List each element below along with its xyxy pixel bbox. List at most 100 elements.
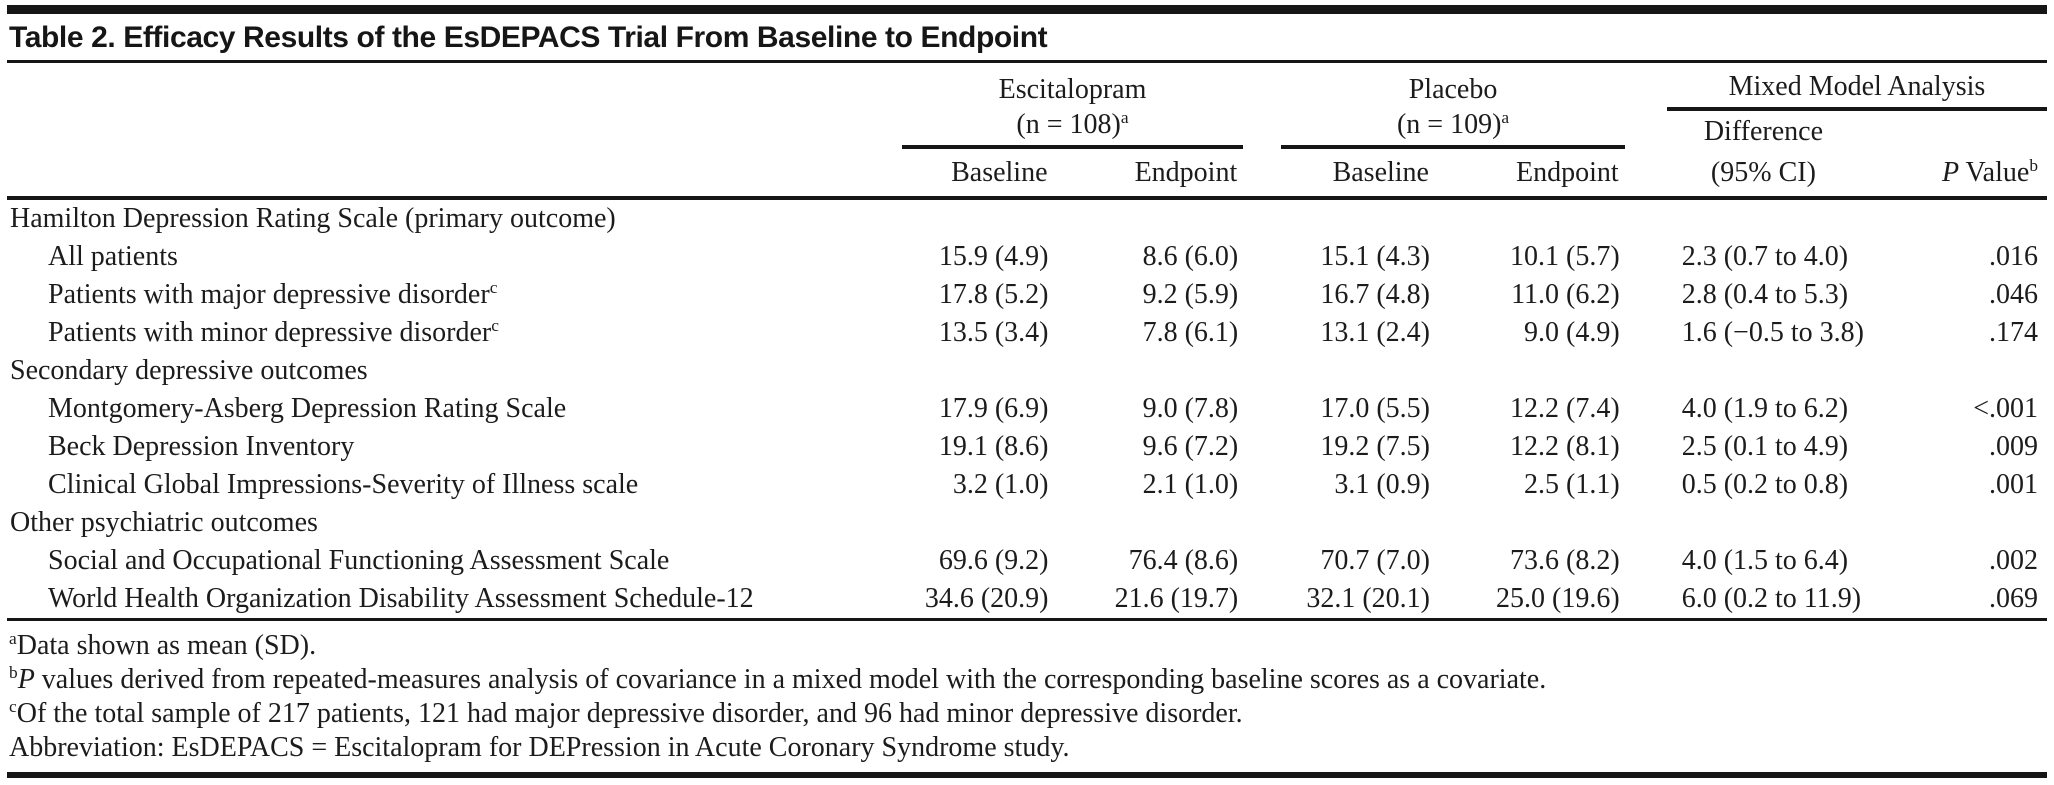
cell-escitalopram-baseline: 19.1 (8.6): [938, 431, 1049, 462]
cell-placebo-endpoint: 9.0 (4.9): [1524, 317, 1620, 348]
row-item-label: Beck Depression Inventory: [7, 428, 864, 466]
col-header-placebo-endpoint: Endpoint: [1434, 149, 1625, 200]
mixed-model-analysis-group-header: Mixed Model Analysis Difference: [1625, 63, 2047, 149]
cell-escitalopram-endpoint: 9.2 (5.9): [1142, 279, 1239, 310]
table-top-rule: [7, 5, 2047, 14]
cell-difference-95ci: 2.3 (0.7 to 4.0): [1681, 241, 1849, 272]
row-section-label: Other psychiatric outcomes: [7, 504, 864, 542]
cell-escitalopram-endpoint: 8.6 (6.0): [1142, 241, 1239, 272]
table-row: All patients 15.9 (4.9) 8.6 (6.0) 15.1 (4.3…: [7, 238, 2047, 276]
cell-p-value: .069: [1902, 580, 2047, 621]
mixed-model-analysis-title: Mixed Model Analysis: [1666, 63, 2047, 111]
footnote-marker: b: [2029, 156, 2038, 176]
cell-escitalopram-baseline: 34.6 (20.9): [863, 580, 1054, 621]
group-subtitle: (n = 108)a: [902, 107, 1243, 142]
table-row: Montgomery-Asberg Depression Rating Scal…: [7, 390, 2047, 428]
column-group-header-row: Escitalopram (n = 108)a Placebo (n = 109…: [7, 63, 2047, 149]
cell-escitalopram-baseline: 3.2 (1.0): [952, 469, 1049, 500]
col-header-escitalopram-endpoint: Endpoint: [1053, 149, 1244, 200]
footnote-text: Data shown as mean (SD).: [16, 630, 317, 661]
col-header-escitalopram-baseline: Baseline: [863, 149, 1054, 200]
cell-placebo-baseline: 16.7 (4.8): [1320, 279, 1430, 310]
table-header: Escitalopram (n = 108)a Placebo (n = 109…: [7, 63, 2047, 200]
cell-difference-95ci: 6.0 (0.2 to 11.9): [1624, 580, 1903, 621]
row-label-text: All patients: [48, 241, 178, 272]
cell-placebo-baseline: 17.0 (5.5): [1320, 393, 1430, 424]
group-n: (n = 109): [1396, 109, 1502, 140]
cell-placebo-endpoint: [1435, 352, 1625, 390]
cell-placebo-endpoint: [1435, 198, 1625, 238]
row-section-label: Hamilton Depression Rating Scale (primar…: [7, 198, 864, 238]
table-row: Secondary depressive outcomes: [7, 352, 2047, 390]
cell-placebo-baseline: 3.1 (0.9): [1334, 469, 1430, 500]
cell-placebo-endpoint: 12.2 (8.1): [1510, 431, 1620, 462]
row-item-label: Clinical Global Impressions-Severity of …: [7, 466, 864, 504]
row-label-text: Social and Occupational Functioning Asse…: [48, 545, 670, 576]
p-value-label: Value: [1959, 157, 2030, 188]
row-item-label: World Health Organization Disability Ass…: [7, 580, 864, 621]
p-italic: P: [1941, 157, 1960, 188]
footnote-marker: b: [9, 663, 18, 683]
footnote-marker: c: [9, 697, 17, 717]
row-section-label: Secondary depressive outcomes: [7, 352, 864, 390]
cell-p-value: .174: [1989, 317, 2038, 348]
cell-escitalopram-endpoint: 9.6 (7.2): [1142, 431, 1239, 462]
cell-escitalopram-endpoint: 76.4 (8.6): [1128, 545, 1239, 576]
cell-placebo-endpoint: 25.0 (19.6): [1434, 580, 1625, 621]
footnote: bP values derived from repeated-measures…: [9, 663, 2047, 697]
cell-difference-95ci: 2.8 (0.4 to 5.3): [1681, 279, 1849, 310]
group-title: Escitalopram: [998, 74, 1147, 105]
cell-placebo-endpoint: 2.5 (1.1): [1524, 469, 1620, 500]
cell-p-value: [1902, 352, 2047, 390]
cell-placebo-baseline: [1243, 504, 1435, 542]
cell-placebo-endpoint: [1435, 504, 1625, 542]
row-label-text: Montgomery-Asberg Depression Rating Scal…: [48, 393, 567, 424]
table-row: Social and Occupational Functioning Asse…: [7, 542, 2047, 580]
footnote: aData shown as mean (SD).: [9, 629, 2047, 663]
table-row: Beck Depression Inventory 19.1 (8.6) 9.6 (…: [7, 428, 2047, 466]
cell-escitalopram-baseline: [864, 352, 1054, 390]
footnote-italic-lead: P: [17, 664, 35, 695]
footnotes: aData shown as mean (SD). bP values deriv…: [7, 621, 2047, 772]
row-label-text: Patients with minor depressive disorder: [48, 317, 492, 348]
footnote-marker: a: [1120, 108, 1129, 128]
table-row: Clinical Global Impressions-Severity of …: [7, 466, 2047, 504]
row-item-label: All patients: [7, 238, 864, 276]
group-n: (n = 108): [1016, 109, 1121, 140]
cell-placebo-baseline: [1243, 352, 1435, 390]
cell-placebo-baseline: [1243, 198, 1435, 238]
cell-placebo-endpoint: 10.1 (5.7): [1510, 241, 1620, 272]
table-row: Hamilton Depression Rating Scale (primar…: [7, 198, 2047, 238]
cell-placebo-endpoint: 12.2 (7.4): [1510, 393, 1620, 424]
footnote-marker: c: [489, 278, 498, 298]
cell-difference-95ci: 4.0 (1.9 to 6.2): [1681, 393, 1849, 424]
cell-escitalopram-endpoint: [1054, 352, 1244, 390]
efficacy-results-table: Escitalopram (n = 108)a Placebo (n = 109…: [7, 63, 2047, 621]
group-title: Placebo: [1408, 74, 1498, 105]
footnote: Abbreviation: EsDEPACS = Escitalopram fo…: [9, 731, 2047, 765]
cell-escitalopram-baseline: 15.9 (4.9): [938, 241, 1049, 272]
cell-escitalopram-baseline: 17.8 (5.2): [938, 279, 1049, 310]
row-label-text: Beck Depression Inventory: [48, 431, 355, 462]
column-header-row: Baseline Endpoint Baseline Endpoint (95%…: [7, 149, 2047, 200]
cell-placebo-endpoint: 73.6 (8.2): [1510, 545, 1620, 576]
cell-p-value: .001: [1989, 469, 2038, 500]
table-row: Patients with minor depressive disorderc…: [7, 314, 2047, 352]
footnote-text: Abbreviation: EsDEPACS = Escitalopram fo…: [9, 732, 1070, 763]
table-bottom-rule: [7, 772, 2047, 778]
footnote: cOf the total sample of 217 patients, 12…: [9, 697, 2047, 731]
col-header-p-value: P Valueb: [1902, 149, 2047, 200]
cell-escitalopram-baseline: 69.6 (9.2): [938, 545, 1049, 576]
cell-escitalopram-baseline: 13.5 (3.4): [938, 317, 1049, 348]
row-label-text: World Health Organization Disability Ass…: [48, 583, 754, 614]
cell-difference-95ci: 1.6 (−0.5 to 3.8): [1681, 317, 1864, 348]
cell-escitalopram-endpoint: 7.8 (6.1): [1142, 317, 1239, 348]
empty-header-cell: [7, 149, 864, 200]
col-header-95ci: (95% CI): [1624, 149, 1903, 200]
escitalopram-group-text: Escitalopram (n = 108)a: [901, 66, 1244, 149]
cell-p-value: .002: [1989, 545, 2038, 576]
cell-placebo-baseline: 13.1 (2.4): [1320, 317, 1430, 348]
cell-escitalopram-baseline: 17.9 (6.9): [938, 393, 1049, 424]
placebo-group-text: Placebo (n = 109)a: [1281, 66, 1625, 149]
cell-difference-95ci: [1625, 352, 1902, 390]
